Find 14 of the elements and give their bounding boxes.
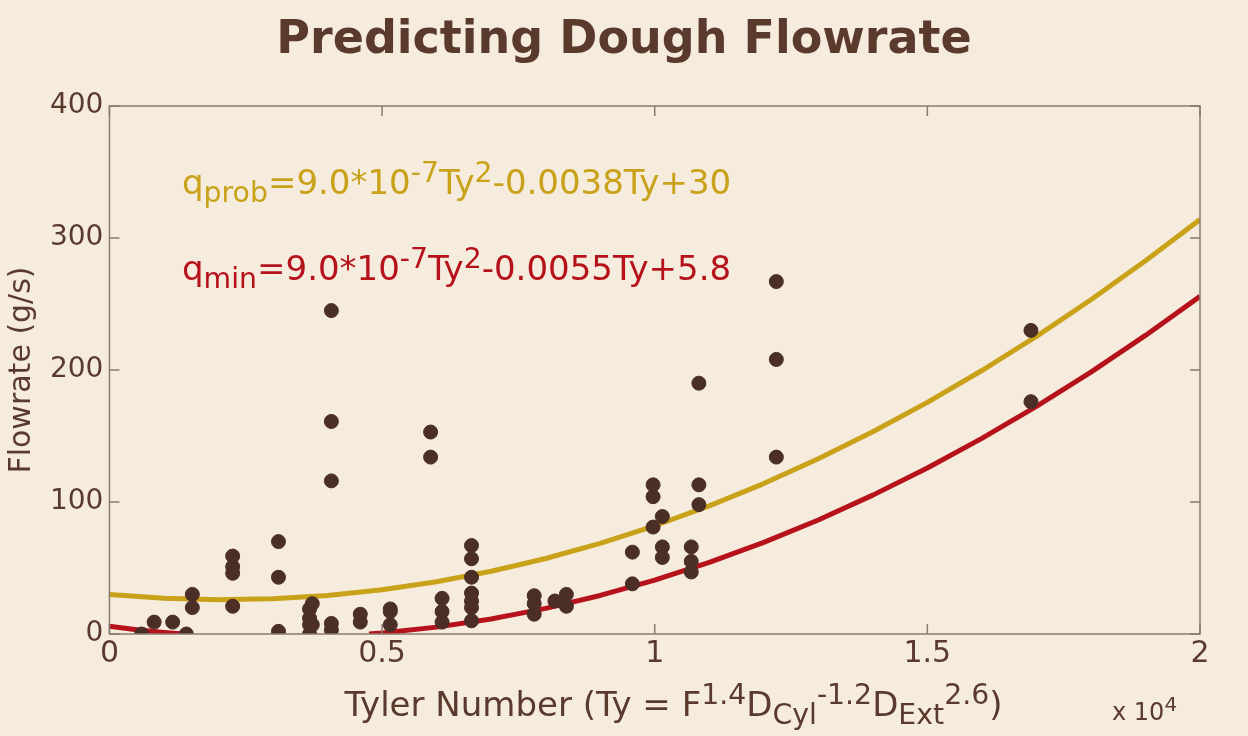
text: x 10$^{4}$ [1112, 692, 1178, 726]
x-tick-label: 1.5 [903, 633, 952, 669]
x-tick-label: 2 [1190, 633, 1210, 669]
y-axis-title: Flowrate (g/s) [1, 266, 37, 474]
y-tick-label: 200 [49, 351, 104, 385]
chart-title: Predicting Dough Flowrate [275, 10, 973, 64]
y-tick-label: 400 [49, 87, 104, 121]
y-tick-label: 100 [49, 483, 104, 517]
text: Tyler Number (Ty = F$^{1.4}$D$_{Cyl}$$^{-1.2}$D$_{Ext}$$^{2.6}$) [344, 678, 1003, 732]
x-tick-label: 1 [645, 633, 665, 669]
text: q$_{prob}$=9.0*10$^{-7}$Ty$^{2}$-0.0038Ty+30 [182, 155, 732, 212]
text: q$_{min}$=9.0*10$^{-7}$Ty$^{2}$-0.0055Ty+5.8 [182, 241, 732, 298]
y-tick-label: 300 [49, 219, 104, 253]
x-tick-label: 0.5 [358, 633, 406, 669]
